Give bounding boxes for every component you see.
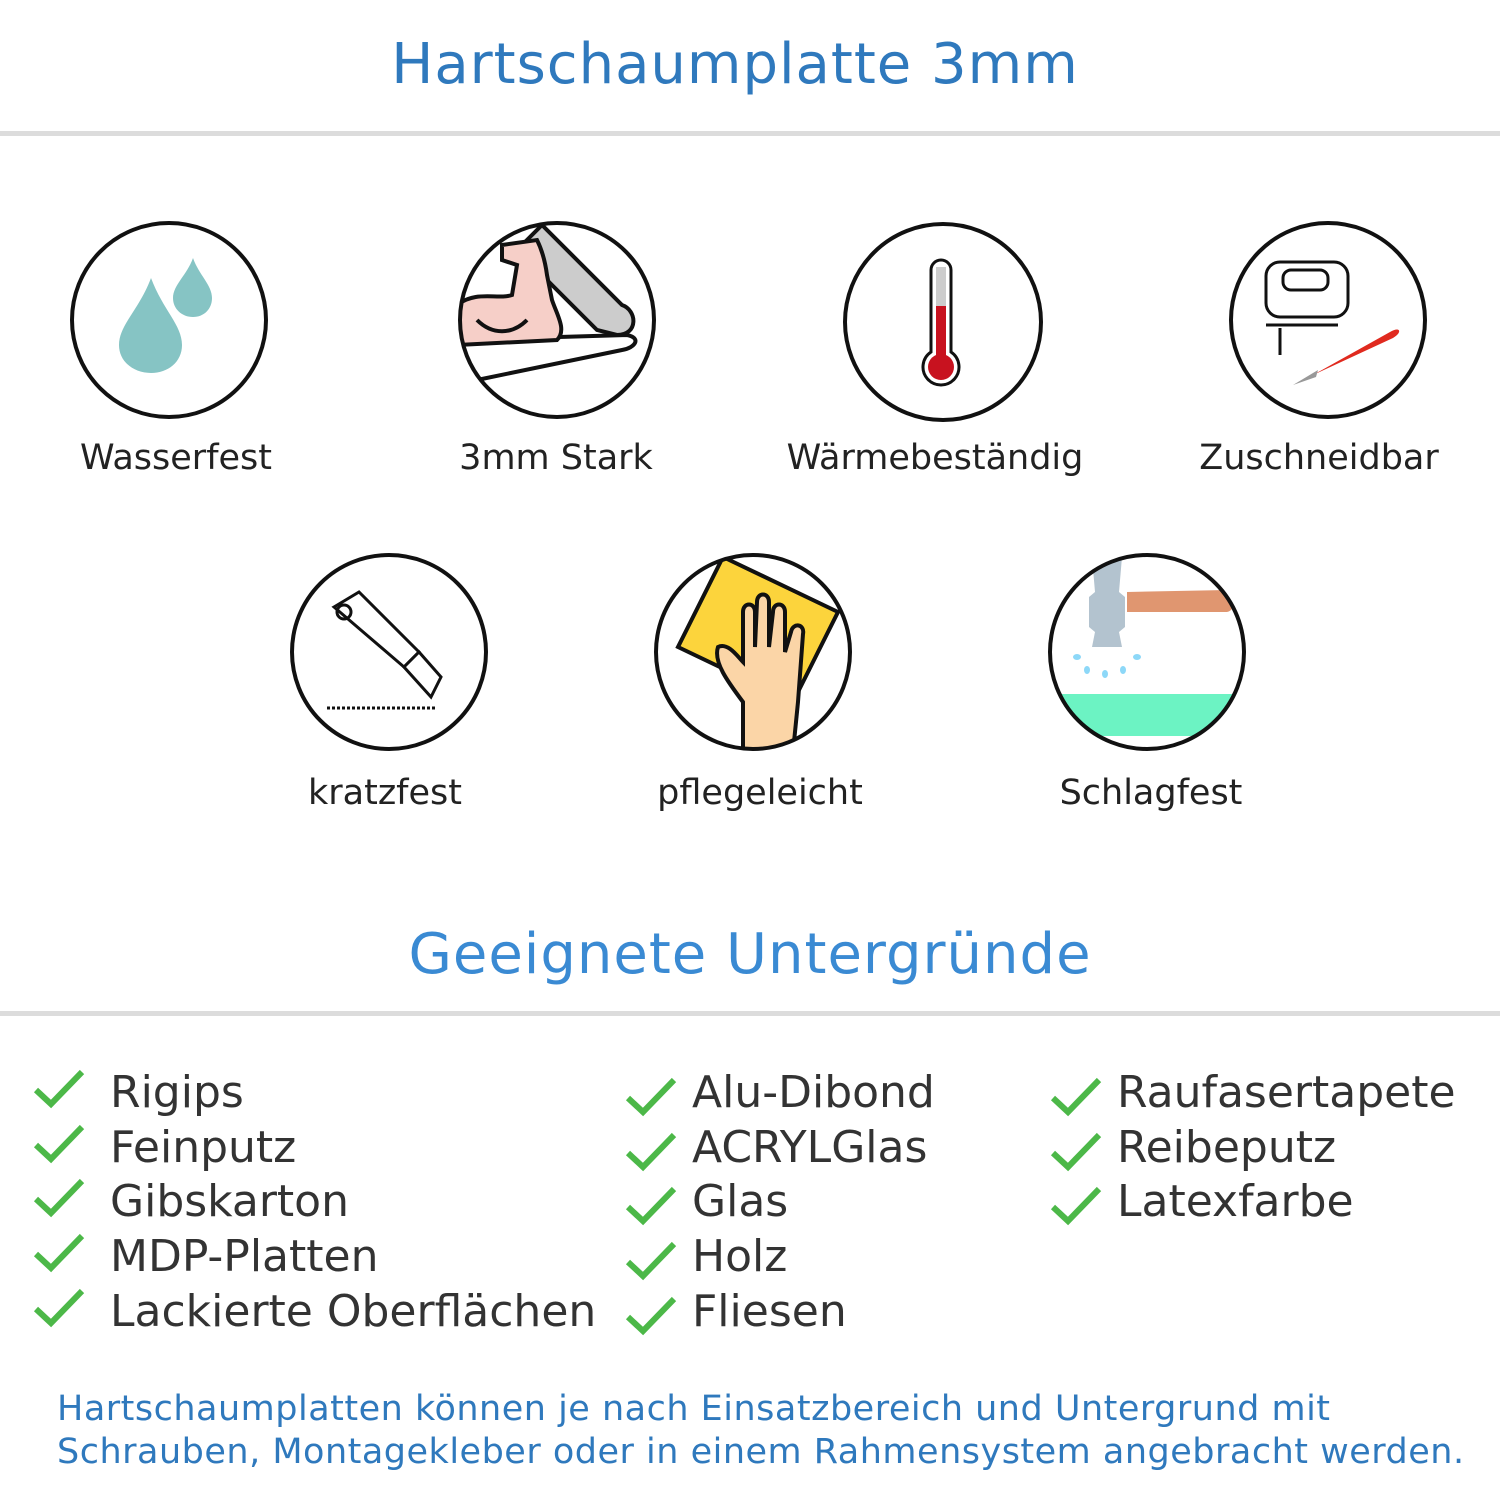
feature-label: Wasserfest	[79, 438, 273, 478]
surface-item: Raufasertapete	[1117, 1067, 1456, 1118]
checkmark-icon	[625, 1186, 677, 1226]
checkmark-icon	[625, 1241, 677, 1281]
hammer-icon	[1048, 553, 1246, 751]
feature-label: 3mm Stark	[459, 438, 653, 478]
surface-item: Glas	[692, 1176, 789, 1227]
checkmark-icon	[33, 1233, 85, 1273]
checkmark-icon	[625, 1296, 677, 1336]
checkmark-icon	[33, 1124, 85, 1164]
surface-item: MDP-Platten	[110, 1231, 379, 1282]
feature-label: pflegeleicht	[657, 773, 863, 813]
surface-item: Rigips	[110, 1067, 244, 1118]
surface-item: Reibeputz	[1117, 1122, 1337, 1173]
checkmark-icon	[625, 1077, 677, 1117]
box-cutter-icon	[290, 553, 488, 751]
surface-item: Holz	[692, 1231, 788, 1282]
water-drops-icon	[70, 221, 268, 419]
footer-line-1: Hartschaumplatten können je nach Einsatz…	[57, 1389, 1331, 1429]
surface-item: Gibskarton	[110, 1176, 349, 1227]
divider	[0, 1011, 1500, 1016]
surface-item: Feinputz	[110, 1122, 297, 1173]
feature-label: kratzfest	[307, 773, 462, 813]
checkmark-icon	[1050, 1132, 1102, 1172]
feature-label: Zuschneidbar	[1199, 438, 1439, 478]
cleaning-hand-icon	[654, 553, 852, 751]
checkmark-icon	[33, 1288, 85, 1328]
divider	[0, 131, 1500, 136]
surface-item: ACRYLGlas	[692, 1122, 928, 1173]
checkmark-icon	[625, 1132, 677, 1172]
checkmark-icon	[1050, 1186, 1102, 1226]
surface-item: Latexfarbe	[1117, 1176, 1354, 1227]
surface-item: Fliesen	[692, 1286, 847, 1337]
feature-label: Wärmebeständig	[786, 438, 1084, 478]
feature-label: Schlagfest	[1059, 773, 1243, 813]
thermometer-icon	[843, 222, 1043, 422]
section-title: Geeignete Untergründe	[408, 922, 1092, 987]
jigsaw-cutter-icon	[1229, 221, 1427, 419]
page-title: Hartschaumplatte 3mm	[391, 32, 1079, 97]
footer-line-2: Schrauben, Montagekleber oder in einem R…	[57, 1432, 1465, 1472]
checkmark-icon	[33, 1178, 85, 1218]
surface-item: Lackierte Oberflächen	[110, 1286, 597, 1337]
strong-arm-icon	[458, 221, 656, 419]
surface-item: Alu-Dibond	[692, 1067, 935, 1118]
checkmark-icon	[1050, 1077, 1102, 1117]
checkmark-icon	[33, 1069, 85, 1109]
